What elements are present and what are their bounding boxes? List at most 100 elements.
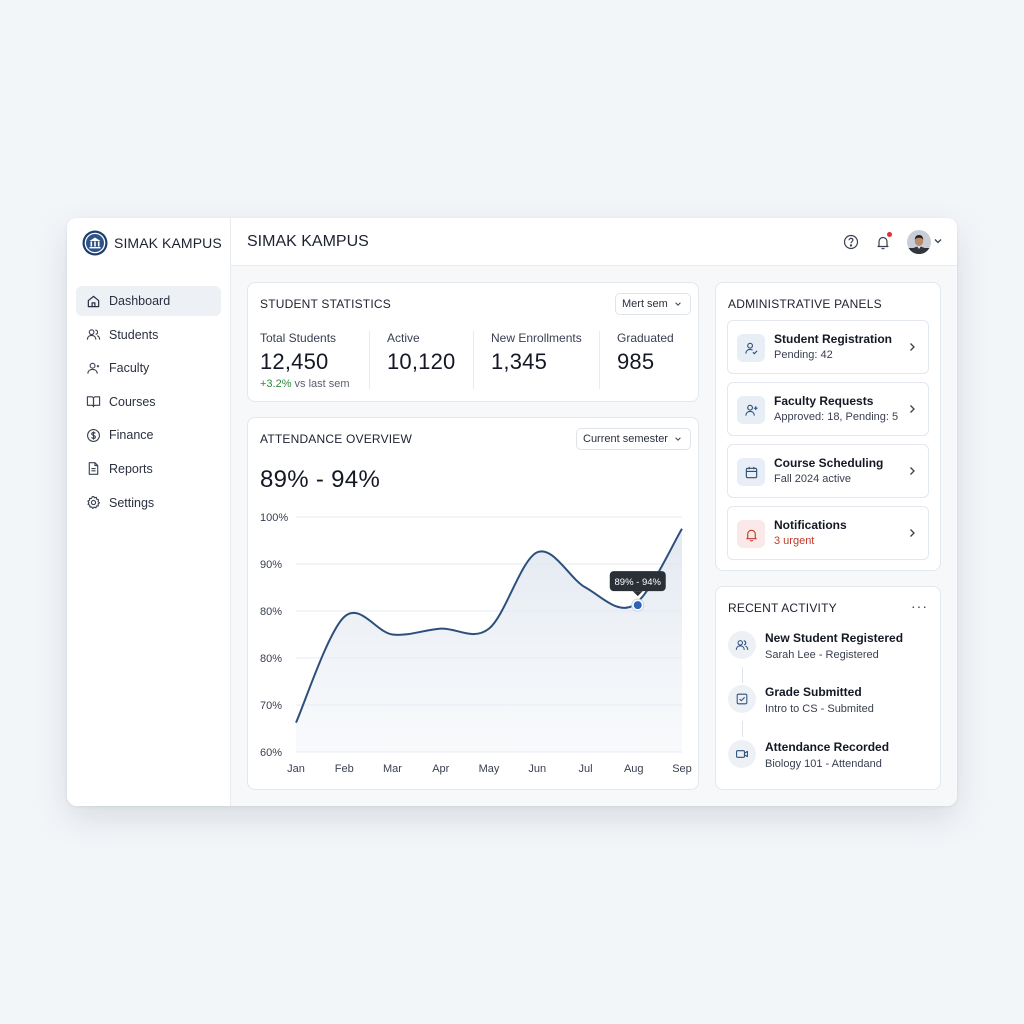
activity-item[interactable]: New Student Registered Sarah Lee - Regis… — [728, 631, 928, 675]
sidebar-item-label: Reports — [109, 461, 153, 476]
dollar-icon — [87, 428, 100, 442]
bell-icon — [745, 529, 757, 541]
panel-title: Course Scheduling — [774, 456, 884, 470]
panel-icon — [737, 396, 765, 424]
panel-subtitle: 3 urgent — [774, 535, 815, 547]
course-scheduling-panel[interactable]: Course Scheduling Fall 2024 active — [727, 444, 929, 498]
card-title: ATTENDANCE OVERVIEW — [260, 432, 413, 446]
user-add-icon — [744, 404, 758, 416]
delta-text: vs last sem — [291, 378, 350, 390]
sidebar-item-dashboard[interactable]: Dashboard — [76, 286, 221, 316]
sidebar-item-students[interactable]: Students — [76, 320, 221, 350]
divider — [599, 331, 600, 389]
calendar-icon — [745, 466, 757, 478]
sidebar: SIMAK KAMPUS Dashboard Students Faculty … — [67, 218, 231, 806]
attendance-line-chart: 100% 90% 80% 80% 70% 60% Jan Feb Mar Apr May Jun Jul… — [260, 512, 692, 775]
x-tick-label: Apr — [432, 763, 449, 775]
sidebar-item-label: Settings — [109, 495, 155, 510]
book-icon — [86, 396, 101, 408]
user-avatar-image — [907, 230, 931, 254]
sidebar-item-label: Faculty — [109, 361, 150, 376]
timeline-connector — [742, 721, 743, 737]
student-registration-panel[interactable]: Student Registration Pending: 42 — [727, 320, 929, 374]
stat-value: 10,120 — [387, 349, 456, 374]
semester-select[interactable]: Mert sem — [615, 293, 691, 315]
activity-icon — [728, 631, 756, 659]
tooltip-label: 89% - 94% — [615, 577, 662, 588]
bell-icon — [877, 236, 889, 250]
topbar-actions — [831, 230, 943, 254]
activity-title: Attendance Recorded — [765, 740, 890, 754]
panel-title: Faculty Requests — [774, 394, 874, 408]
university-logo — [82, 230, 108, 256]
sidebar-item-label: Courses — [109, 394, 156, 409]
y-tick-label: 80% — [260, 606, 282, 618]
checklist-icon — [736, 693, 748, 705]
chevron-down-icon — [675, 437, 681, 441]
panel-icon — [737, 334, 765, 362]
brand-name: SIMAK KAMPUS — [114, 235, 222, 251]
attendance-range: 89% - 94% — [260, 466, 381, 493]
account-menu-toggle[interactable] — [933, 233, 943, 251]
sidebar-item-reports[interactable]: Reports — [76, 454, 221, 484]
notifications-panel[interactable]: Notifications 3 urgent — [727, 506, 929, 560]
activity-item[interactable]: Attendance Recorded Biology 101 - Attend… — [728, 740, 928, 784]
activity-subtitle: Biology 101 - Attendand — [765, 758, 882, 770]
sidebar-nav: Dashboard Students Faculty Courses Finan… — [76, 286, 221, 521]
gear-icon — [87, 495, 100, 510]
help-icon — [843, 234, 859, 250]
brand[interactable]: SIMAK KAMPUS — [82, 230, 222, 256]
home-icon — [87, 295, 100, 307]
sidebar-item-courses[interactable]: Courses — [76, 387, 221, 417]
activity-icon — [728, 685, 756, 713]
series-line — [295, 528, 683, 724]
chevron-right-icon — [910, 529, 915, 537]
activity-item[interactable]: Grade Submitted Intro to CS - Submited — [728, 685, 928, 729]
stat-graduated: Graduated 985 — [617, 331, 674, 375]
stat-label: Total Students — [260, 331, 337, 345]
faculty-requests-panel[interactable]: Faculty Requests Approved: 18, Pending: … — [727, 382, 929, 436]
stat-new-enrollments: New Enrollments 1,345 — [491, 331, 582, 375]
y-tick-label: 100% — [260, 512, 288, 524]
timeline-connector — [742, 667, 743, 683]
chevron-right-icon — [910, 467, 915, 475]
sidebar-item-finance[interactable]: Finance — [76, 420, 221, 450]
stat-value: 12,450 — [260, 349, 329, 374]
video-icon — [736, 750, 748, 758]
panel-icon — [737, 458, 765, 486]
activity-subtitle: Sarah Lee - Registered — [765, 649, 879, 661]
card-title: ADMINISTRATIVE PANELS — [728, 297, 882, 311]
card-title: STUDENT STATISTICS — [260, 297, 391, 311]
stat-label: Graduated — [617, 331, 674, 345]
y-tick-label: 70% — [260, 700, 282, 712]
more-options-button[interactable]: ··· — [911, 598, 928, 614]
x-tick-label: May — [479, 763, 500, 775]
chevron-right-icon — [910, 405, 915, 413]
sidebar-item-faculty[interactable]: Faculty — [76, 353, 221, 383]
highlight-point[interactable] — [633, 601, 642, 610]
x-tick-label: Jun — [528, 763, 546, 775]
attendance-period-select[interactable]: Current semester — [576, 428, 691, 450]
activity-title: Grade Submitted — [765, 685, 862, 699]
tooltip-arrow — [632, 591, 643, 597]
panel-icon — [737, 520, 765, 548]
notifications-button[interactable] — [871, 230, 895, 254]
sidebar-item-settings[interactable]: Settings — [76, 488, 221, 518]
main-area: SIMAK KAMPUS — [231, 218, 957, 806]
stat-delta: +3.2% vs last sem — [260, 378, 350, 390]
avatar[interactable] — [907, 230, 931, 254]
x-tick-label: Mar — [383, 763, 402, 775]
select-value: Current semester — [583, 433, 668, 445]
panel-subtitle: Fall 2024 active — [774, 473, 852, 485]
y-tick-label: 90% — [260, 559, 282, 571]
divider — [473, 331, 474, 389]
stat-label: Active — [387, 331, 420, 345]
activity-icon — [728, 740, 756, 768]
faculty-icon — [87, 362, 100, 374]
select-value: Mert sem — [622, 298, 668, 310]
panel-title: Notifications — [774, 518, 847, 532]
divider — [369, 331, 370, 389]
help-button[interactable] — [839, 230, 863, 254]
stat-label: New Enrollments — [491, 331, 582, 345]
topbar: SIMAK KAMPUS — [231, 218, 957, 266]
